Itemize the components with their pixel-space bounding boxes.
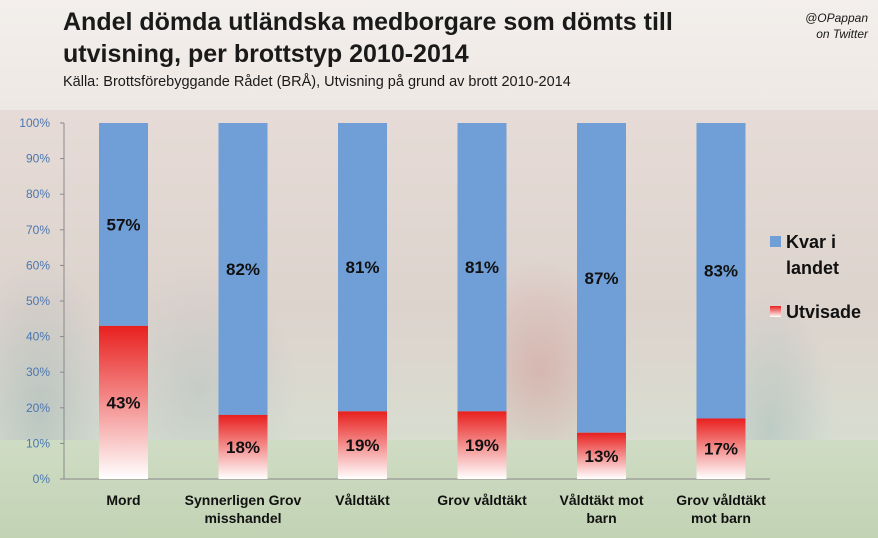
legend-label-kvar: landet xyxy=(786,258,839,278)
bar-utvisade xyxy=(457,411,507,479)
y-tick-label: 80% xyxy=(26,187,50,201)
category-label: Synnerligen Grov xyxy=(185,492,302,508)
y-tick-label: 10% xyxy=(26,436,50,450)
bar-kvar-i-landet xyxy=(338,123,387,412)
data-label-utvisade: 18% xyxy=(226,438,260,457)
y-tick-label: 60% xyxy=(26,258,50,272)
chart-title: Andel dömda utländska medborgare som döm… xyxy=(63,8,673,68)
y-tick-label: 40% xyxy=(26,330,50,344)
category-label: Mord xyxy=(106,492,140,508)
data-label-utvisade: 19% xyxy=(465,436,499,455)
credit-handle: @OPappan xyxy=(805,11,868,25)
legend-label-kvar: Kvar i xyxy=(786,232,836,252)
data-label-kvar: 81% xyxy=(465,258,499,277)
background-top xyxy=(0,0,878,110)
legend-swatch-kvar xyxy=(770,236,781,247)
data-label-utvisade: 19% xyxy=(345,436,379,455)
category-label: mot barn xyxy=(691,510,751,526)
bar-utvisade xyxy=(338,411,387,479)
bar-utvisade xyxy=(696,418,746,479)
y-tick-label: 20% xyxy=(26,401,50,415)
data-label-kvar: 83% xyxy=(704,262,738,281)
data-label-kvar: 81% xyxy=(345,258,379,277)
data-label-kvar: 82% xyxy=(226,260,260,279)
chart-source: Källa: Brottsförebyggande Rådet (BRÅ), U… xyxy=(63,74,571,90)
data-label-kvar: 57% xyxy=(106,215,140,234)
bar-kvar-i-landet xyxy=(696,123,746,419)
y-tick-label: 30% xyxy=(26,365,50,379)
bar-kvar-i-landet xyxy=(577,123,626,433)
bar-kvar-i-landet xyxy=(99,123,148,326)
bar-kvar-i-landet xyxy=(218,123,268,415)
y-tick-label: 0% xyxy=(33,472,51,486)
y-tick-label: 90% xyxy=(26,152,50,166)
author-credit: @OPappan on Twitter xyxy=(805,10,868,42)
category-label: Grov våldtäkt xyxy=(437,492,527,508)
data-label-kvar: 87% xyxy=(584,269,618,288)
data-label-utvisade: 17% xyxy=(704,440,738,459)
bar-utvisade xyxy=(577,432,626,479)
category-label: Grov våldtäkt xyxy=(676,492,766,508)
bar-kvar-i-landet xyxy=(457,123,507,412)
legend-swatch-utvisade xyxy=(770,306,781,317)
legend-label-utvisade: Utvisade xyxy=(786,302,861,322)
y-tick-label: 50% xyxy=(26,294,50,308)
y-tick-label: 100% xyxy=(19,116,50,130)
category-label: Våldtäkt xyxy=(335,492,390,508)
category-label: misshandel xyxy=(204,510,281,526)
category-label: Våldtäkt mot xyxy=(559,492,643,508)
bar-utvisade xyxy=(218,414,268,479)
y-tick-label: 70% xyxy=(26,223,50,237)
data-label-utvisade: 43% xyxy=(106,393,140,412)
data-label-utvisade: 13% xyxy=(584,447,618,466)
credit-platform: on Twitter xyxy=(816,27,868,41)
category-label: barn xyxy=(586,510,616,526)
bar-utvisade xyxy=(99,325,148,479)
